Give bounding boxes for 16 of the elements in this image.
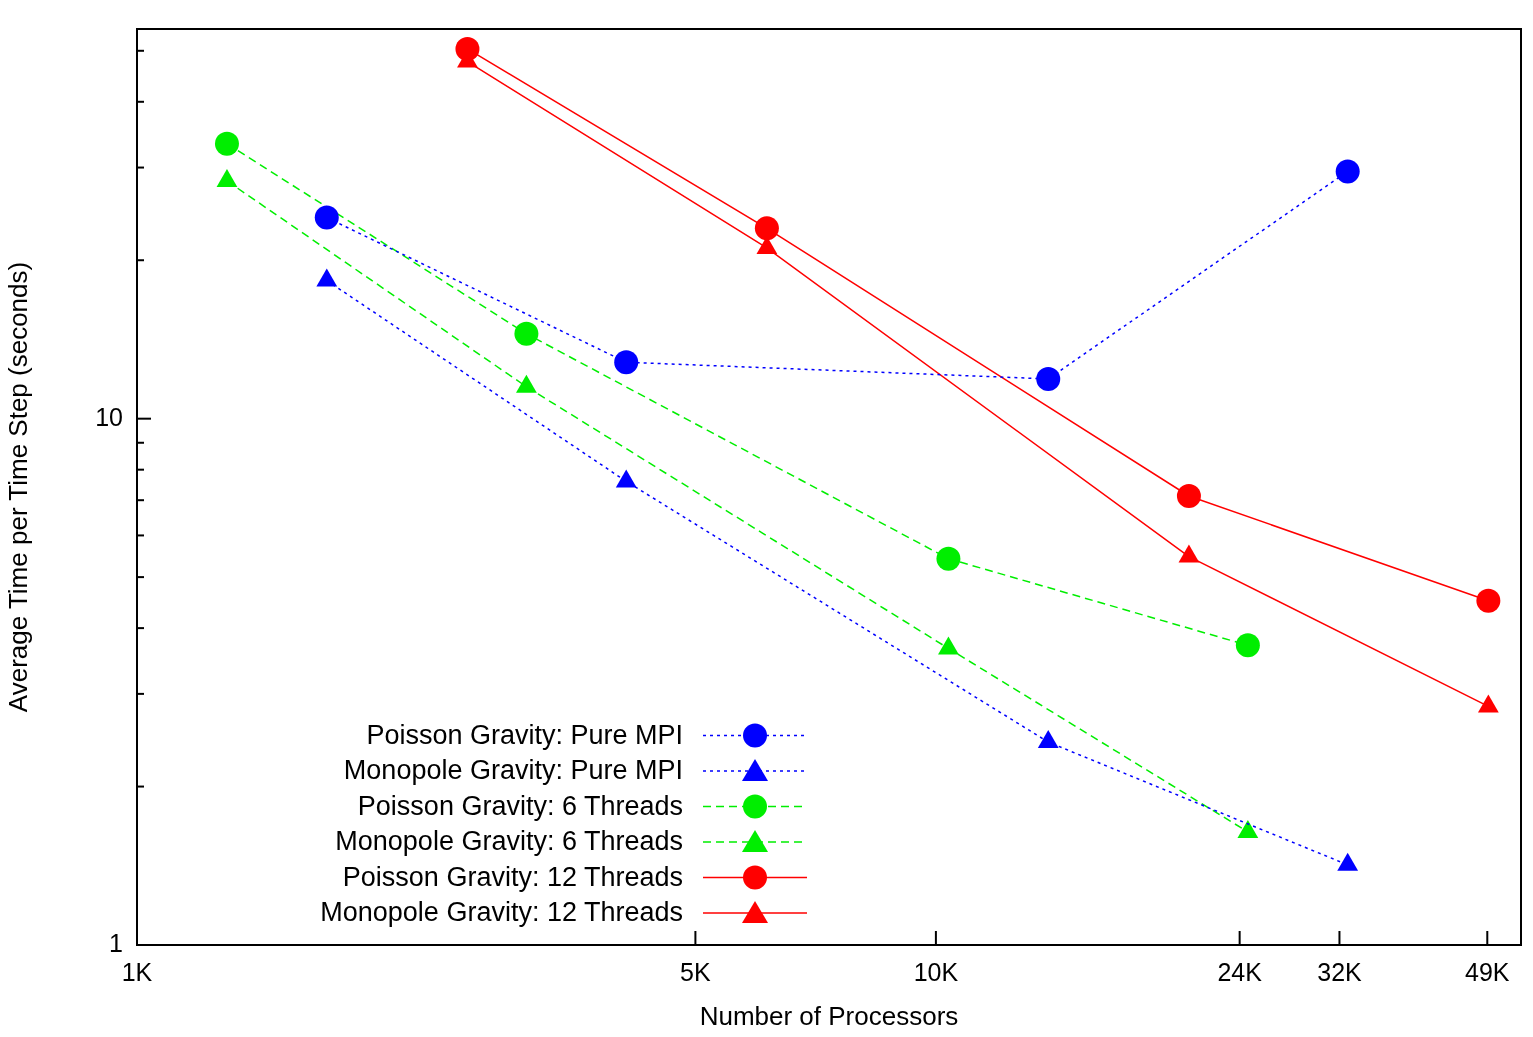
x-tick-label: 49K xyxy=(1465,957,1510,986)
legend-label: Monopole Gravity: Pure MPI xyxy=(343,755,683,786)
x-tick-label: 32K xyxy=(1317,957,1363,986)
x-tick-label: 5K xyxy=(680,957,712,986)
y-axis-title: Average Time per Time Step (seconds) xyxy=(2,261,33,713)
legend-label: Monopole Gravity: 6 Threads xyxy=(335,826,683,857)
x-tick-label: 10K xyxy=(913,957,959,986)
legend-label: Monopole Gravity: 12 Threads xyxy=(320,897,683,928)
y-tick-label: 1 xyxy=(109,928,123,957)
x-tick-label: 1K xyxy=(121,957,153,986)
legend-label: Poisson Gravity: Pure MPI xyxy=(366,719,683,750)
x-axis-title: Number of Processors xyxy=(699,1000,959,1031)
y-tick-label: 10 xyxy=(95,402,123,431)
x-tick-label: 24K xyxy=(1217,957,1263,986)
legend-label: Poisson Gravity: 12 Threads xyxy=(342,861,683,892)
legend-label: Poisson Gravity: 6 Threads xyxy=(357,790,683,821)
